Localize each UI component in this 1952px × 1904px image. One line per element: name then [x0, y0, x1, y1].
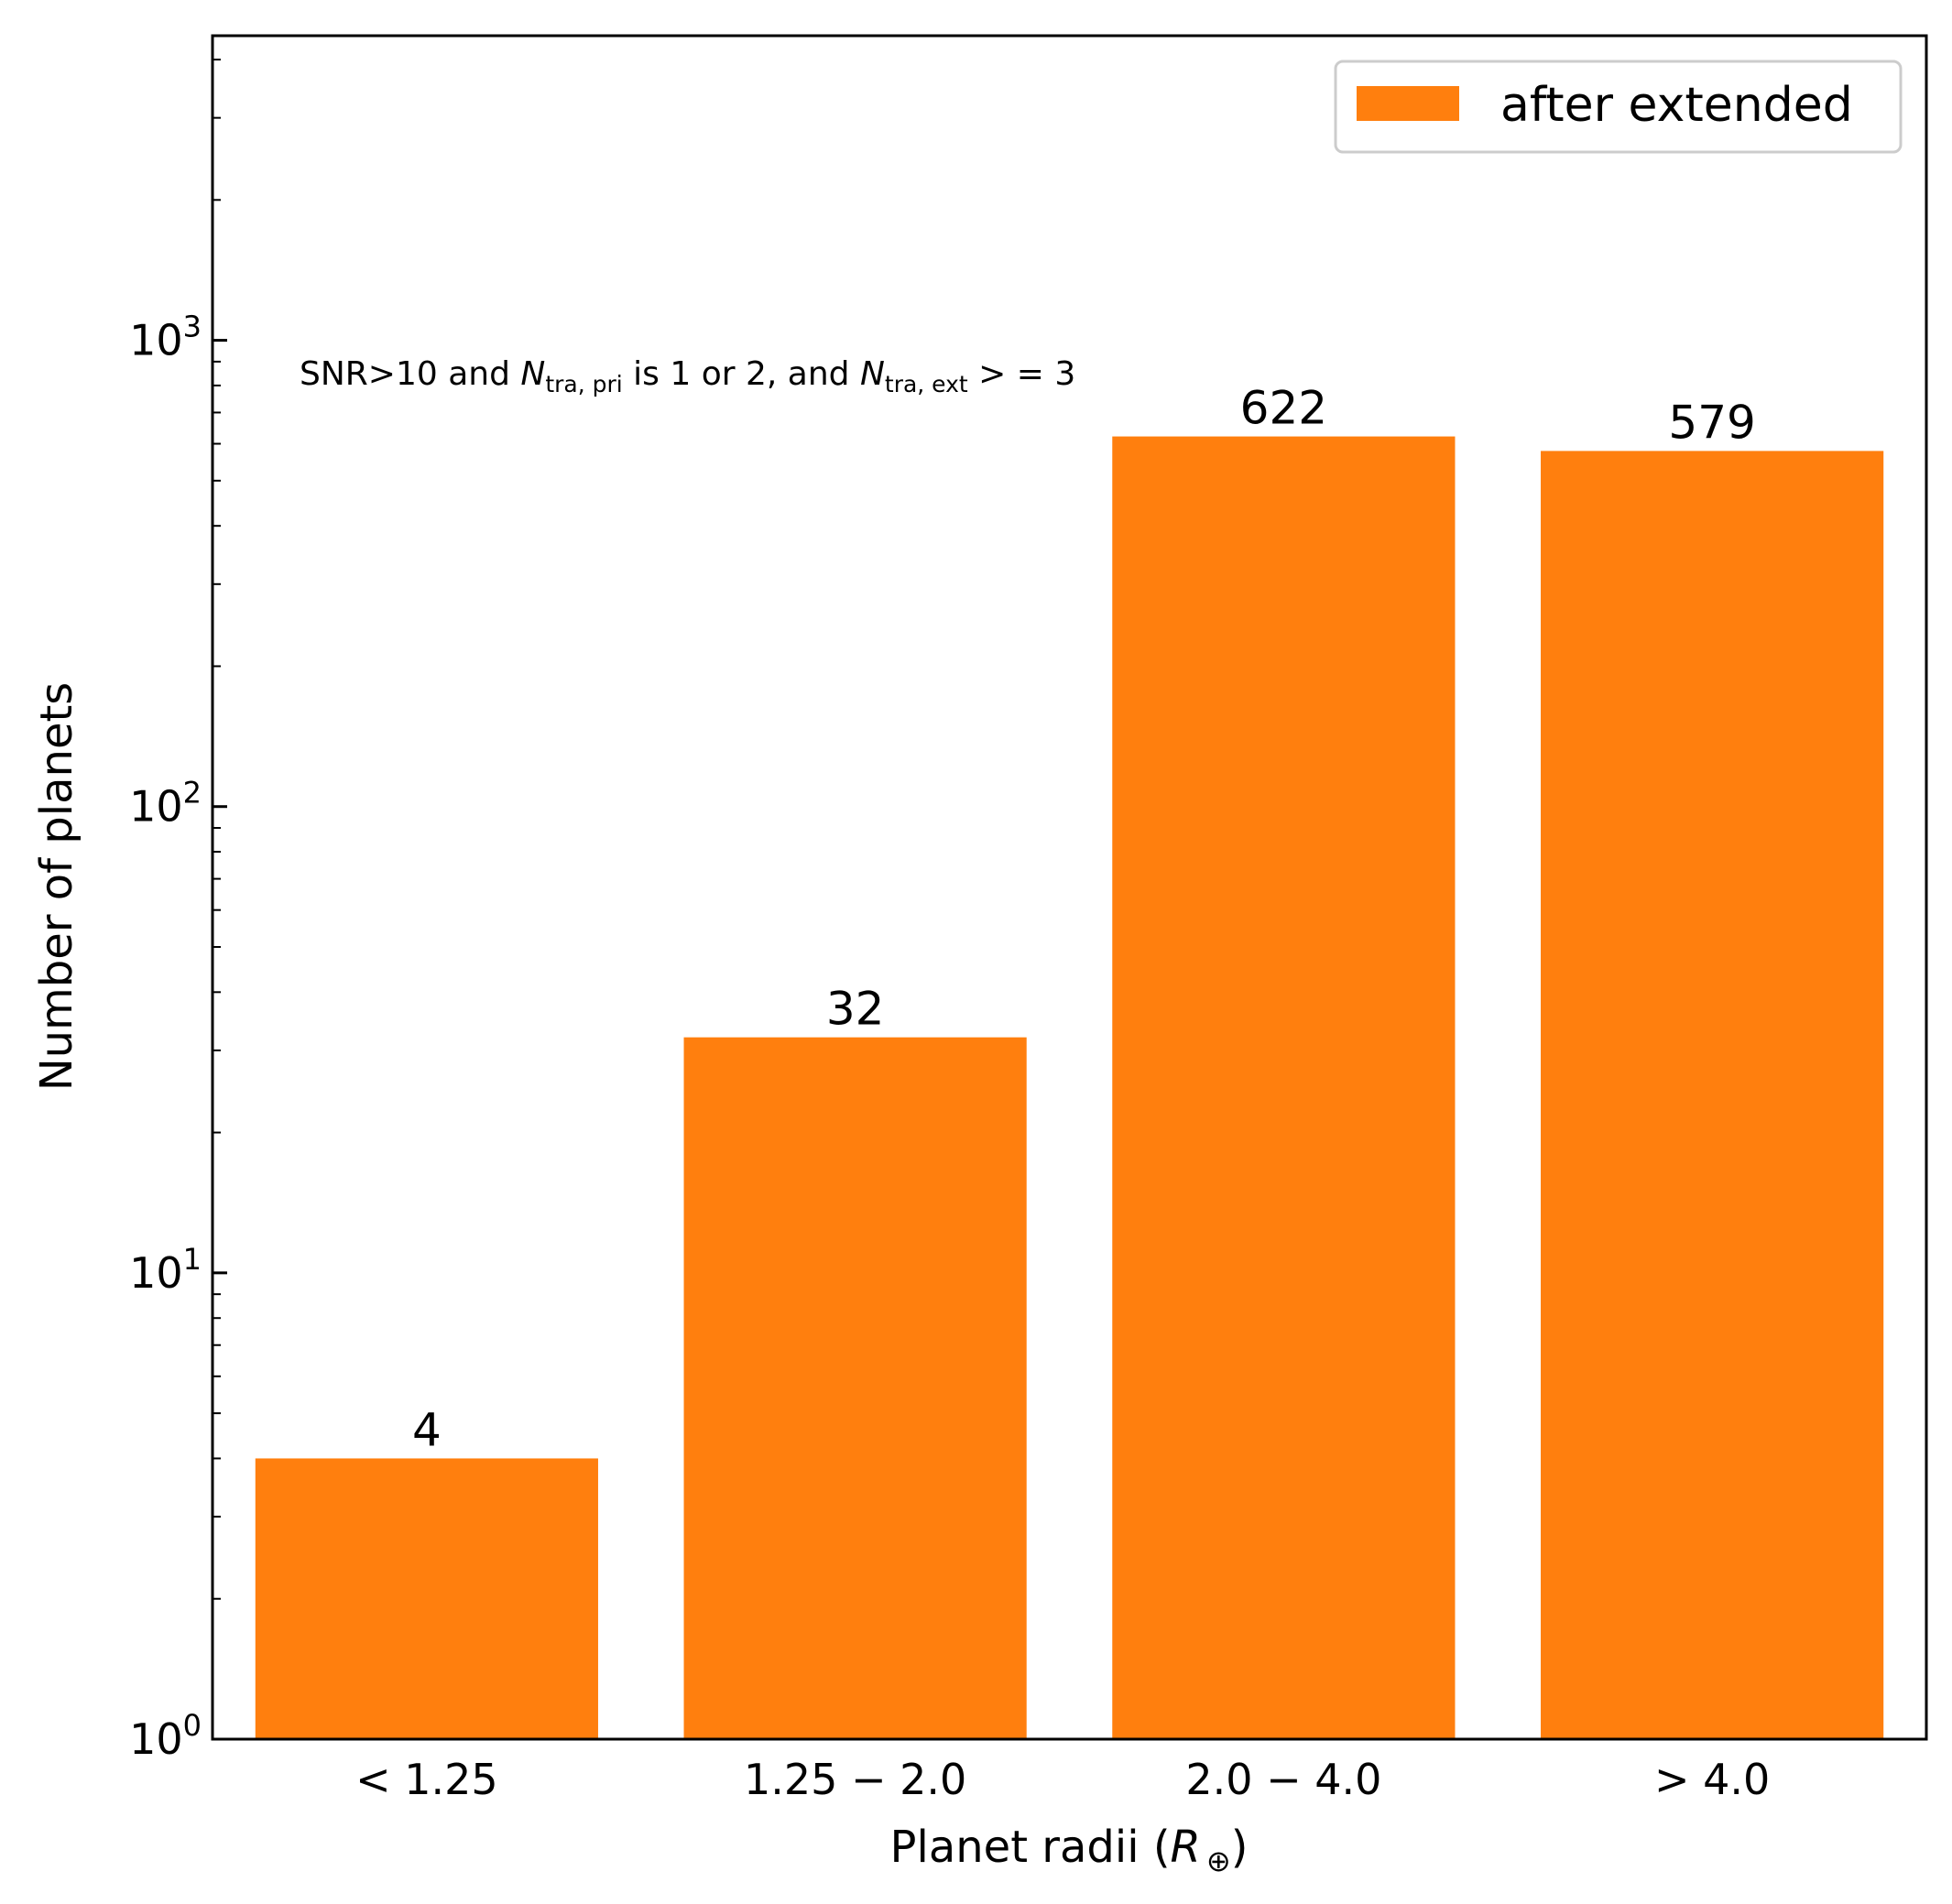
annotation-part2: is 1 or 2, and: [623, 355, 860, 393]
bar: [255, 1458, 598, 1739]
annotation-part1: SNR>10 and: [300, 355, 520, 393]
y-tick-label: 101: [129, 1242, 202, 1298]
annotation-part3: > = 3: [968, 355, 1076, 393]
bar: [1541, 451, 1884, 1740]
legend-box: [1334, 60, 1903, 154]
data-label: 4: [412, 1403, 442, 1456]
bar: [683, 1037, 1027, 1739]
annotation-n2-sub: tra, ext: [885, 371, 968, 397]
x-axis-title-pre: Planet radii (: [890, 1822, 1171, 1873]
y-tick-label: 102: [129, 776, 202, 832]
legend-label: after extended: [1500, 78, 1853, 133]
data-label: 579: [1668, 396, 1755, 449]
annotation-n1: N: [520, 355, 545, 393]
x-axis-title-sub: ⊕: [1206, 1844, 1231, 1878]
legend: after extended: [1334, 60, 1903, 154]
y-tick-label: 103: [129, 310, 202, 365]
bars-group: [255, 436, 1884, 1740]
x-tick-label: > 4.0: [1654, 1755, 1770, 1804]
data-label: 32: [826, 983, 885, 1036]
y-axis-title: Number of planets: [31, 682, 82, 1092]
bar: [1112, 436, 1456, 1739]
plot-frame: [211, 34, 1928, 1741]
x-tick-label: 1.25 − 2.0: [744, 1755, 966, 1804]
y-tick-labels: 100 101 102 103: [129, 310, 202, 1764]
x-axis-title-symbol: R: [1171, 1822, 1201, 1873]
y-tick-label: 100: [129, 1708, 202, 1764]
data-label: 622: [1240, 382, 1327, 435]
data-labels-group: 4 32 622 579: [412, 382, 1756, 1457]
x-tick-label: 2.0 − 4.0: [1185, 1755, 1381, 1804]
annotation-n1-sub: tra, pri: [545, 371, 622, 397]
legend-swatch: [1357, 86, 1459, 121]
x-axis-title: Planet radii (R ⊕): [890, 1822, 1249, 1878]
annotation-text: SNR>10 and Ntra, pri is 1 or 2, and Ntra…: [300, 355, 1075, 397]
x-axis-title-post: ): [1231, 1822, 1249, 1873]
x-tick-labels: < 1.25 1.25 − 2.0 2.0 − 4.0 > 4.0: [355, 1755, 1770, 1804]
x-tick-label: < 1.25: [355, 1755, 498, 1804]
annotation-n2: N: [860, 355, 885, 393]
